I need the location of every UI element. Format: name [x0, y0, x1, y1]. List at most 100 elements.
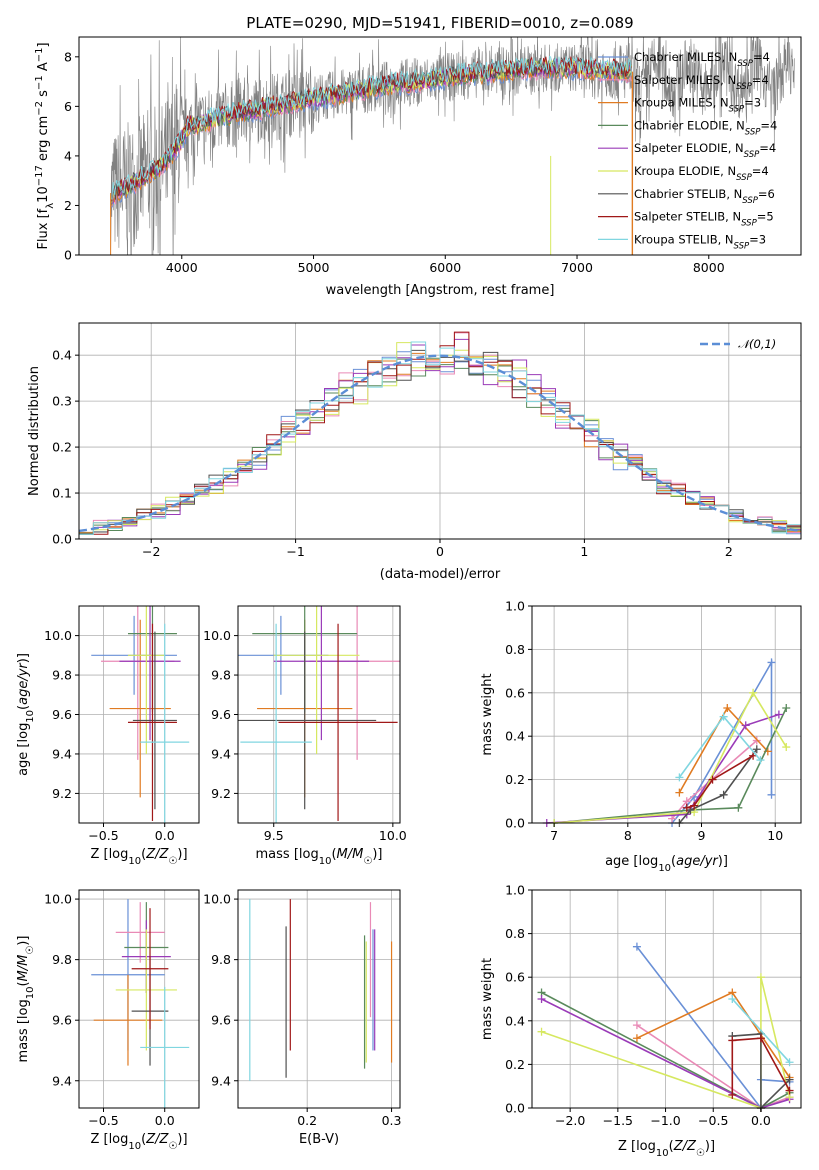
x-tick-label: 0.0: [155, 1113, 175, 1128]
y-axis-label-part: s: [36, 90, 51, 101]
weight-marker: [785, 1075, 794, 1084]
y-tick-label: 9.6: [52, 1013, 72, 1028]
x-tick-label: 9: [698, 828, 706, 843]
x-axis-label: Z [log10(Z/Z☉)]: [618, 1139, 715, 1159]
legend-sub: SSP: [744, 150, 760, 160]
y-axis-label-part: −1: [34, 48, 45, 63]
y-tick-label: 1.0: [505, 883, 525, 898]
legend-entry: Salpeter ELODIE, NSSP=4: [634, 141, 776, 160]
y-axis-label-part: )]: [16, 653, 31, 663]
x-axis-label-part: )]: [372, 847, 382, 862]
y-tick-label: 9.4: [52, 746, 72, 761]
y-axis-label-part: −2: [34, 101, 45, 116]
y-axis-label-part: ☉: [25, 946, 36, 955]
x-tick-label: 10: [767, 828, 783, 843]
y-tick-label: 9.2: [211, 786, 231, 801]
x-tick-label: 0.0: [155, 828, 175, 843]
mass-weight-vs-Z-axes: −2.0 −1.5 −1.0 −0.5 0.0 0.0 0.2 0.4 0.6 0.8 1.0 Z […: [480, 883, 802, 1159]
legend-sub: SSP: [745, 127, 761, 137]
weight-marker: [537, 1027, 546, 1036]
weight-marker: [756, 973, 765, 982]
y-tick-label: 0.0: [505, 816, 525, 831]
y-tick-label: 4: [64, 148, 72, 163]
legend-value: =4: [759, 141, 776, 155]
y-axis-label-part: −1: [34, 75, 45, 90]
x-tick-label: 7000: [561, 260, 593, 275]
y-tick-label: 10.0: [44, 892, 72, 907]
y-tick-label: 0.4: [52, 348, 72, 363]
legend-label: Salpeter STELIB, N: [634, 210, 741, 224]
y-tick-label: 10.0: [203, 628, 231, 643]
y-axis-label-part: age [log: [16, 723, 31, 776]
spectrum-axes: 4000 5000 6000 7000 8000 0 2 4 6 8 Chabrier MILES,…: [34, 36, 802, 298]
weight-marker: [632, 1034, 641, 1043]
weight-line: [554, 691, 787, 824]
x-axis-label: mass [log10(M/M☉)]: [256, 847, 383, 867]
weight-marker: [782, 743, 791, 752]
y-tick-label: 9.4: [211, 746, 231, 761]
legend-entry: 𝒩(0,1): [738, 337, 776, 351]
y-tick-label: 0.8: [505, 926, 525, 941]
x-tick-label: 1: [580, 544, 588, 559]
x-axis-label-part: (: [669, 1139, 674, 1154]
x-axis-label-part: mass [log: [256, 847, 319, 862]
x-axis-label-part: ☉: [696, 1148, 705, 1159]
y-axis-label: mass [log10(M/M☉)]: [16, 936, 36, 1063]
legend-sub: SSP: [737, 59, 753, 69]
x-tick-label: −0.5: [698, 1113, 728, 1128]
legend-value: =5: [757, 210, 774, 224]
weight-line: [678, 748, 758, 824]
y-tick-label: 0.2: [505, 772, 525, 787]
legend-value: =6: [758, 187, 775, 201]
x-axis-label-part: 10: [128, 856, 141, 867]
legend-value: =3: [749, 232, 766, 246]
y-axis-label-part: (: [16, 981, 31, 986]
legend-label: Kroupa ELODIE, N: [634, 164, 736, 178]
legend-value: =4: [760, 118, 777, 132]
y-tick-label: 0.8: [505, 642, 525, 657]
y-tick-label: 10.0: [203, 892, 231, 907]
x-axis-label: Z [log10(Z/Z☉)]: [90, 847, 187, 867]
weight-marker: [785, 1086, 794, 1095]
y-tick-label: 8: [64, 49, 72, 64]
x-tick-label: 4000: [166, 260, 198, 275]
x-tick-label: 0.3: [382, 1113, 402, 1128]
x-axis-label-part: 10: [656, 1148, 669, 1159]
y-axis-label-part: M/M: [16, 955, 31, 982]
y-tick-label: 2: [64, 198, 72, 213]
weight-marker: [675, 773, 684, 782]
x-tick-label: 10.0: [379, 828, 407, 843]
x-axis-label-part: ☉: [363, 856, 372, 867]
residuals-axes: −2 −1 0 1 2 0.0 0.1 0.2 0.3 0.4 𝒩(0,1) (data-model)…: [27, 322, 802, 582]
x-axis-label-part: Z [log: [618, 1139, 656, 1154]
y-tick-label: 9.8: [52, 952, 72, 967]
mass-vs-Z-frame: [78, 889, 200, 1109]
weight-marker: [752, 745, 761, 754]
legend-label: Kroupa STELIB, N: [634, 232, 734, 246]
x-tick-label: −0.5: [88, 828, 118, 843]
y-tick-label: 9.8: [52, 668, 72, 683]
legend-label: Salpeter MILES, N: [634, 73, 736, 87]
weight-line: [732, 1033, 791, 1110]
x-axis-label-part: Z [log: [90, 847, 128, 862]
x-tick-label: 7: [550, 828, 558, 843]
x-tick-label: −1: [286, 544, 304, 559]
legend-entry: Chabrier ELODIE, NSSP=4: [634, 118, 777, 137]
age-vs-Z-axes: −0.5 0.09.29.49.69.810.0Z [log10(Z/Z☉)]ag…: [16, 605, 200, 867]
legend-sub: SSP: [741, 219, 757, 229]
legend-sub: SSP: [736, 82, 752, 92]
x-tick-label: −1.5: [603, 1113, 633, 1128]
mass-vs-EBV-frame: [237, 889, 401, 1109]
legend-entry: Chabrier STELIB, NSSP=6: [634, 187, 775, 206]
x-axis-label-part: )]: [705, 1139, 715, 1154]
legend-sub: SSP: [736, 173, 752, 183]
y-axis-label-part: 10: [36, 186, 51, 203]
mass-vs-EBV-axes: 0.2 0.3 9.4 9.6 9.8 10.0 E(B-V): [203, 889, 402, 1147]
histogram-step: [79, 331, 801, 535]
x-tick-label: 0.2: [297, 1113, 317, 1128]
y-tick-label: 9.8: [211, 952, 231, 967]
normal-curve: [78, 354, 802, 533]
weight-marker: [749, 688, 758, 697]
x-axis-label-part: (: [141, 847, 146, 862]
